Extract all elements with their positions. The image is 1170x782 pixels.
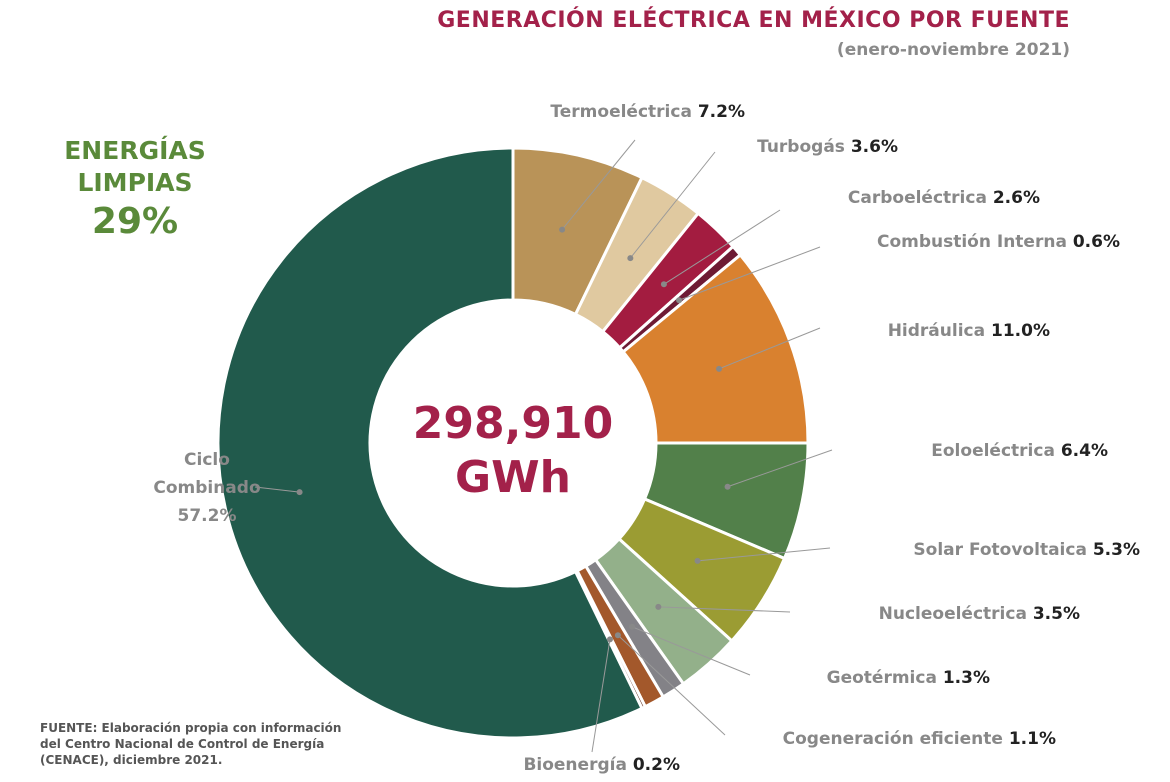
leader-line: [254, 486, 300, 493]
leader-dot: [559, 226, 566, 233]
slice-ciclo-combinado: [216, 146, 644, 740]
leader-dot: [296, 489, 303, 496]
slice-label: Hidráulica 11.0%: [888, 321, 1050, 341]
slice-label: Termoeléctrica 7.2%: [550, 102, 745, 122]
clean-energy-label-2: LIMPIAS: [77, 168, 193, 197]
leader-dot: [627, 255, 634, 262]
slice-label: Combustión Interna 0.6%: [877, 232, 1120, 252]
leader-line: [697, 547, 831, 562]
source-line: del Centro Nacional de Control de Energí…: [40, 737, 325, 751]
clean-energy-value: 29%: [91, 201, 179, 242]
leader-dot: [606, 636, 613, 643]
slice-hidr-ulica: [621, 252, 810, 445]
leader-line: [629, 151, 716, 259]
leader-line: [658, 606, 791, 613]
leader-line: [561, 139, 636, 230]
source-note: FUENTE: Elaboración propia con informaci…: [40, 720, 400, 768]
leader-line: [727, 449, 833, 488]
leader-dot: [676, 297, 683, 304]
source-line: (CENACE), diciembre 2021.: [40, 753, 223, 767]
slice-label: Carboeléctrica 2.6%: [848, 188, 1040, 208]
chart-subtitle: (enero-noviembre 2021): [836, 40, 1070, 60]
center-total-unit: GWh: [455, 452, 571, 503]
leader-dot: [629, 623, 636, 630]
leader-line: [678, 246, 821, 301]
center-total-value: 298,910: [413, 398, 613, 449]
clean-energy-label-1: ENERGÍAS: [64, 136, 206, 165]
leader-line: [718, 327, 821, 370]
source-line: FUENTE: Elaboración propia con informaci…: [40, 721, 342, 735]
leader-dot: [724, 483, 731, 490]
chart-title: GENERACIÓN ELÉCTRICA EN MÉXICO POR FUENT…: [437, 8, 1070, 33]
slice-label: Geotérmica 1.3%: [827, 668, 990, 688]
slice-label: Eoloeléctrica 6.4%: [931, 441, 1108, 461]
slice-label: Ciclo Combinado 57.2%: [153, 450, 260, 526]
leader-dot: [716, 365, 723, 372]
slice-label: Turbogás 3.6%: [757, 137, 898, 157]
leader-line: [617, 634, 726, 736]
slice-label: Nucleoeléctrica 3.5%: [879, 604, 1080, 624]
leader-dot: [614, 632, 621, 639]
leader-dot: [660, 281, 667, 288]
leader-line: [591, 639, 611, 753]
leader-dot: [694, 557, 701, 564]
leader-dot: [655, 603, 662, 610]
leader-line: [631, 626, 751, 676]
slice-label: Solar Fotovoltaica 5.3%: [913, 540, 1140, 560]
slice-label: Cogeneración eficiente 1.1%: [783, 729, 1056, 749]
clean-energy-callout: ENERGÍAS LIMPIAS 29%: [40, 135, 230, 245]
leader-line: [663, 209, 781, 285]
slice-label: Bioenergía 0.2%: [523, 755, 680, 775]
